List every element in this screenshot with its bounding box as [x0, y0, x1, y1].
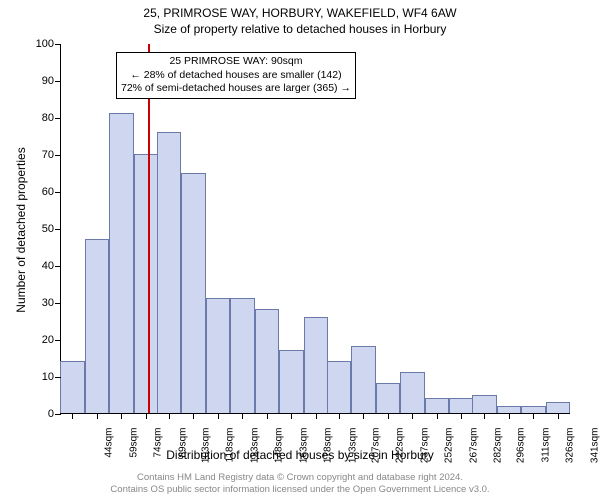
- histogram-bar: [134, 154, 159, 413]
- annotation-line-1: 25 PRIMROSE WAY: 90sqm: [121, 55, 351, 69]
- x-tick: [72, 413, 73, 419]
- x-tick: [484, 413, 485, 419]
- y-tick: [55, 118, 61, 119]
- x-tick: [169, 413, 170, 419]
- y-tick: [55, 266, 61, 267]
- y-tick-label: 70: [26, 149, 54, 161]
- x-tick: [533, 413, 534, 419]
- y-tick: [55, 192, 61, 193]
- y-tick: [55, 229, 61, 230]
- y-tick-label: 50: [26, 223, 54, 235]
- histogram-bar: [376, 383, 401, 413]
- histogram-bar: [472, 395, 497, 414]
- histogram-bar: [157, 132, 182, 413]
- x-tick: [339, 413, 340, 419]
- x-tick: [461, 413, 462, 419]
- y-tick-label: 90: [26, 75, 54, 87]
- x-tick: [388, 413, 389, 419]
- histogram-bar: [85, 239, 110, 413]
- y-tick-label: 80: [26, 112, 54, 124]
- histogram-bar: [327, 361, 352, 413]
- plot-area: 25 PRIMROSE WAY: 90sqm ← 28% of detached…: [60, 44, 570, 414]
- bars-layer: [61, 44, 570, 413]
- histogram-bar: [230, 298, 255, 413]
- x-tick: [558, 413, 559, 419]
- histogram-bar: [304, 317, 329, 413]
- x-tick: [509, 413, 510, 419]
- x-tick: [291, 413, 292, 419]
- footer-line-1: Contains HM Land Registry data © Crown c…: [0, 472, 600, 484]
- histogram-bar: [255, 309, 280, 413]
- histogram-bar: [109, 113, 134, 413]
- x-tick: [363, 413, 364, 419]
- y-tick: [55, 155, 61, 156]
- x-tick: [316, 413, 317, 419]
- y-tick-label: 60: [26, 186, 54, 198]
- chart-title-main: 25, PRIMROSE WAY, HORBURY, WAKEFIELD, WF…: [0, 6, 600, 20]
- histogram-bar: [181, 173, 206, 414]
- x-tick: [242, 413, 243, 419]
- annotation-line-3: 72% of semi-detached houses are larger (…: [121, 82, 351, 96]
- x-tick: [267, 413, 268, 419]
- x-tick: [193, 413, 194, 419]
- y-tick-label: 20: [26, 334, 54, 346]
- chart-container: 25, PRIMROSE WAY, HORBURY, WAKEFIELD, WF…: [0, 0, 600, 500]
- x-tick: [146, 413, 147, 419]
- y-tick-label: 40: [26, 260, 54, 272]
- reference-line: [148, 44, 150, 413]
- histogram-bar: [60, 361, 85, 413]
- x-axis-title: Distribution of detached houses by size …: [0, 448, 600, 462]
- annotation-box: 25 PRIMROSE WAY: 90sqm ← 28% of detached…: [116, 52, 356, 99]
- histogram-bar: [400, 372, 425, 413]
- histogram-bar: [521, 406, 546, 413]
- y-tick: [55, 44, 61, 45]
- histogram-bar: [497, 406, 522, 413]
- histogram-bar: [425, 398, 450, 413]
- y-tick: [55, 303, 61, 304]
- y-tick-label: 100: [26, 38, 54, 50]
- histogram-bar: [546, 402, 571, 413]
- histogram-bar: [206, 298, 231, 413]
- x-tick: [97, 413, 98, 419]
- histogram-bar: [279, 350, 304, 413]
- histogram-bar: [449, 398, 474, 413]
- y-tick-label: 30: [26, 297, 54, 309]
- y-tick: [55, 414, 61, 415]
- x-tick: [218, 413, 219, 419]
- histogram-bar: [351, 346, 376, 413]
- footer-line-2: Contains OS public sector information li…: [0, 484, 600, 496]
- footer-text: Contains HM Land Registry data © Crown c…: [0, 472, 600, 496]
- y-tick: [55, 377, 61, 378]
- x-tick: [121, 413, 122, 419]
- x-tick: [412, 413, 413, 419]
- y-tick: [55, 340, 61, 341]
- x-tick: [437, 413, 438, 419]
- y-tick-label: 0: [26, 408, 54, 420]
- annotation-line-2: ← 28% of detached houses are smaller (14…: [121, 69, 351, 83]
- chart-title-sub: Size of property relative to detached ho…: [0, 22, 600, 36]
- y-tick: [55, 81, 61, 82]
- y-tick-label: 10: [26, 371, 54, 383]
